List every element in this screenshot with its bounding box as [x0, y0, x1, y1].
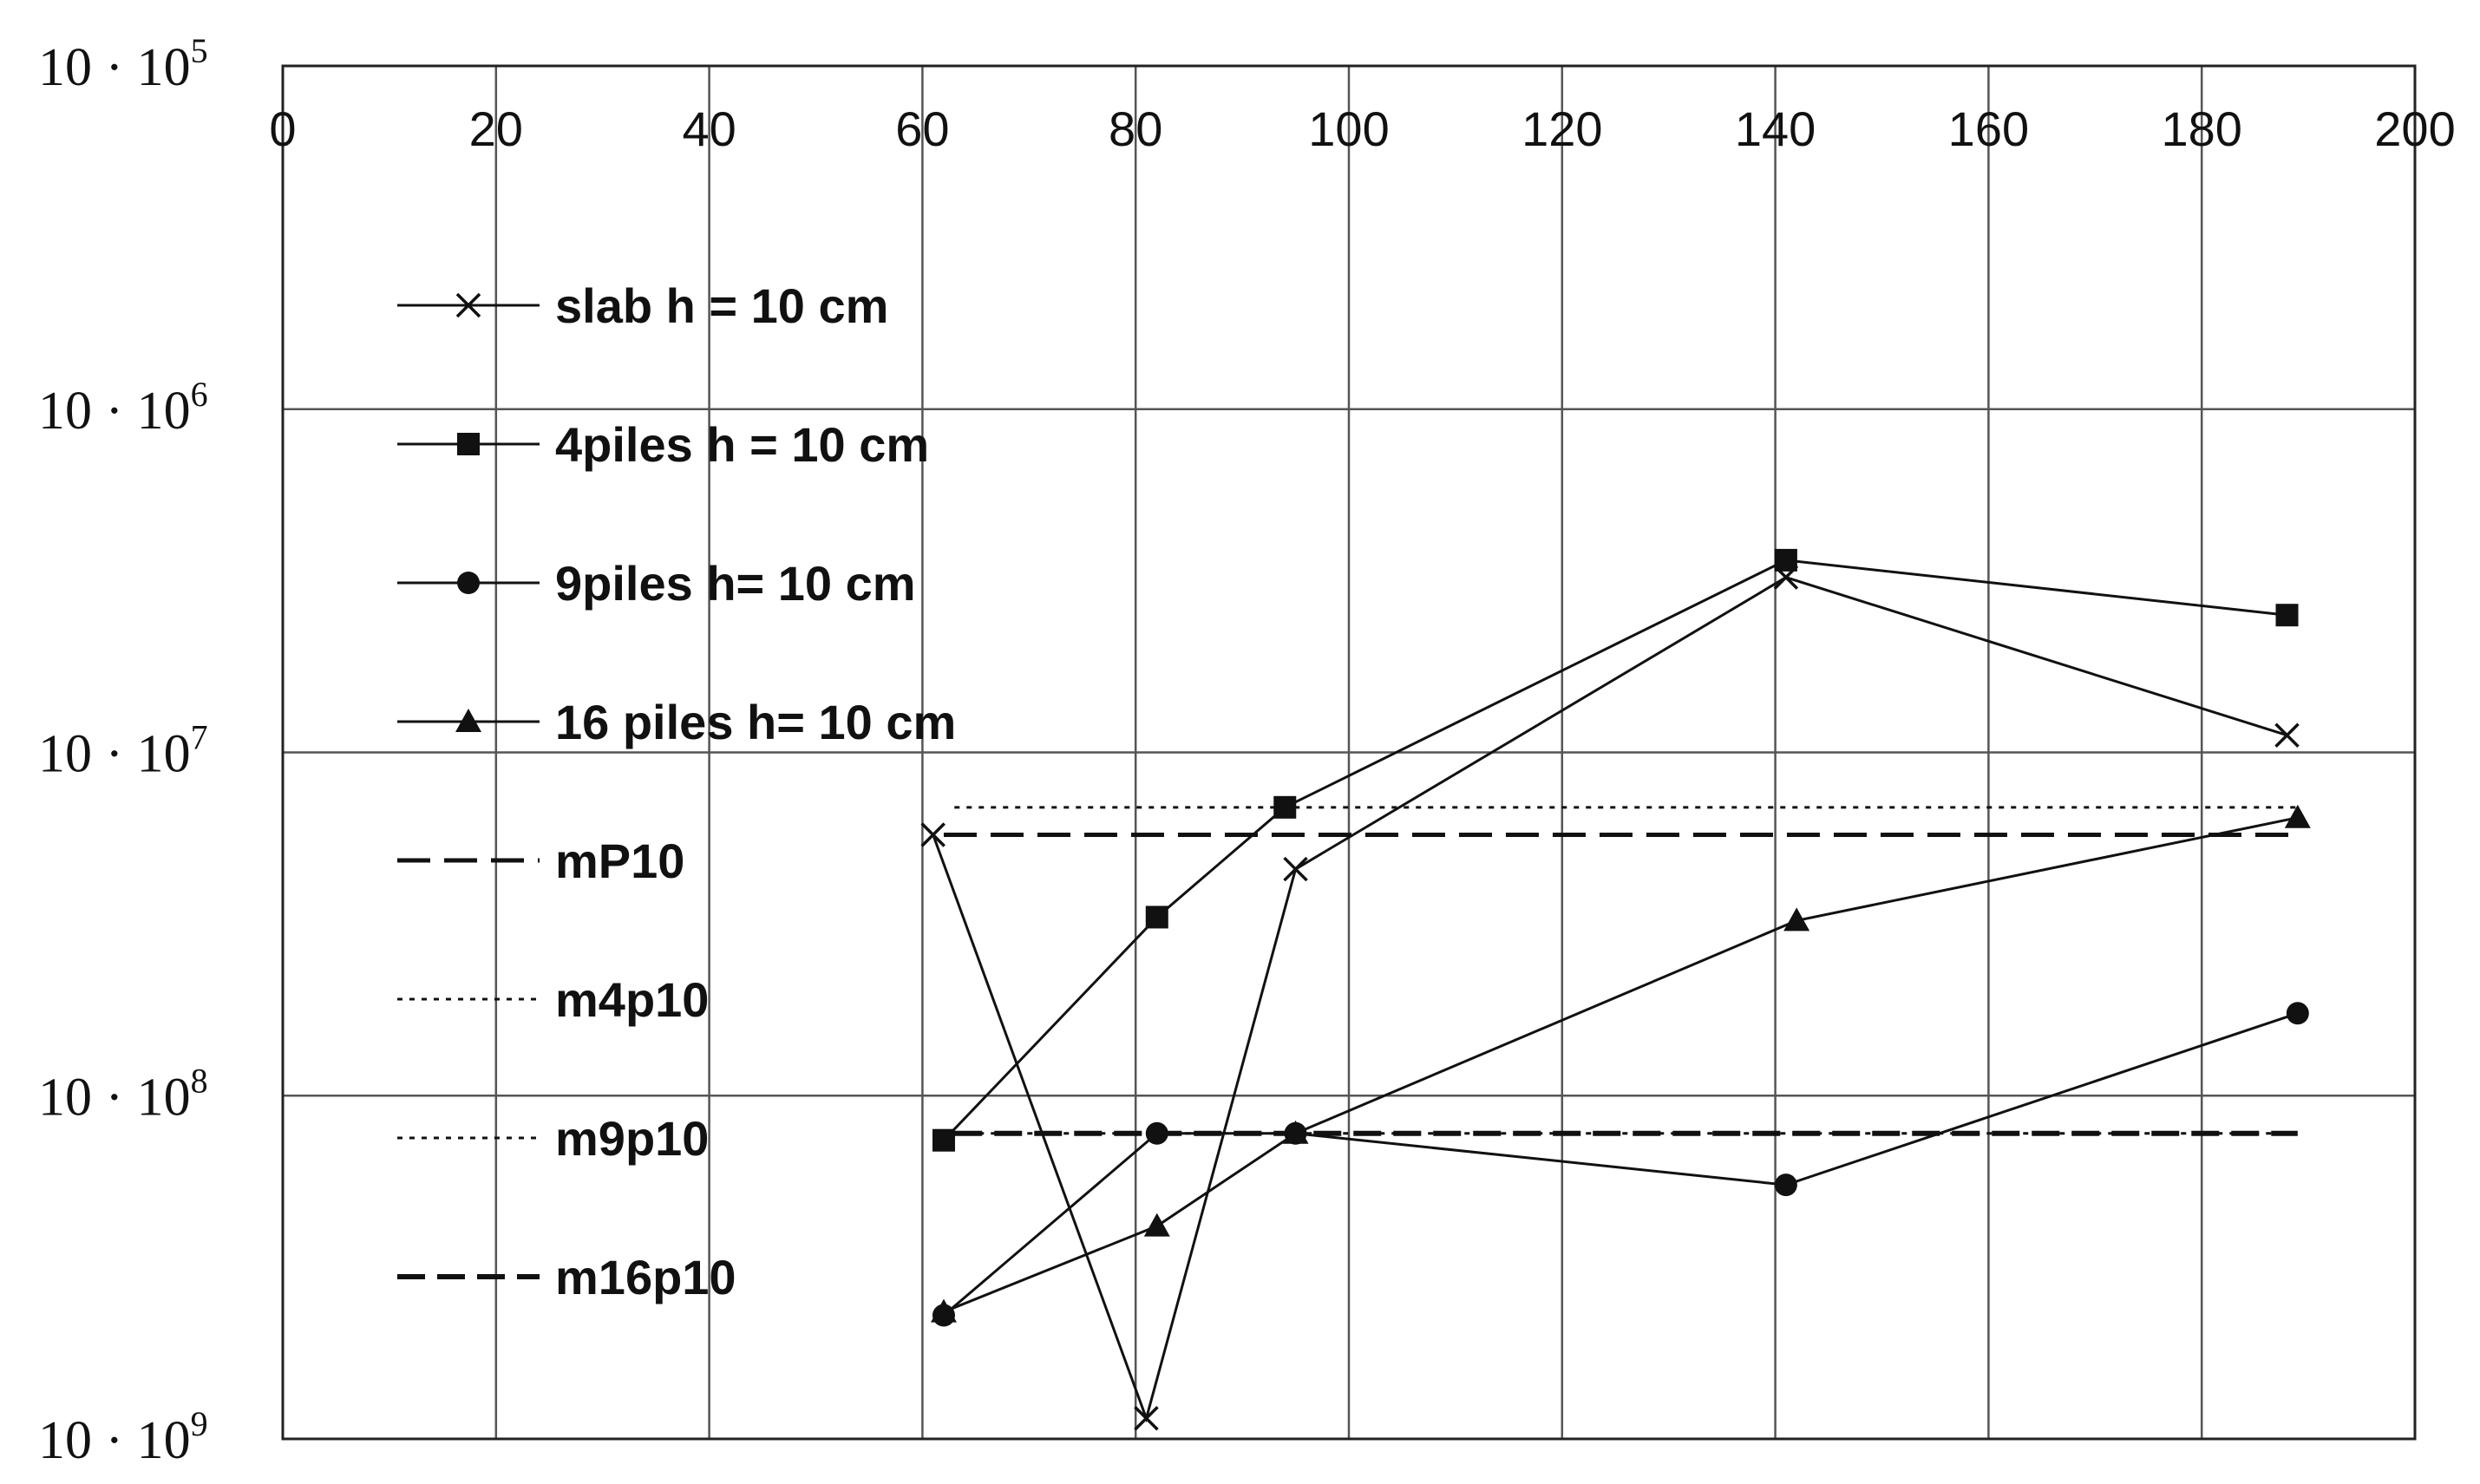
x-tick-label: 100 — [1308, 101, 1389, 156]
data-point-slab-h-10-cm — [1283, 856, 1308, 882]
plot-frame — [281, 64, 2417, 1441]
data-point-16-piles-h-10-cm — [930, 1298, 957, 1323]
legend-marker — [457, 433, 480, 455]
grid-layer — [283, 66, 2415, 1439]
legend-item-m4p10: m4p10 — [397, 972, 709, 1027]
data-point-16-piles-h-10-cm — [2284, 804, 2311, 828]
legend-layer: slab h = 10 cm 4piles h = 10 cm 9piles h= … — [397, 278, 956, 1304]
legend-label: m16p10 — [555, 1250, 736, 1304]
series-16-piles-h-10-cm — [930, 804, 2311, 1323]
legend-label: 9piles h= 10 cm — [555, 556, 916, 611]
data-point-4piles-h-10-cm — [2275, 604, 2299, 627]
x-tick-label: 140 — [1735, 101, 1816, 156]
legend-label: m4p10 — [555, 972, 709, 1027]
legend-label: 16 piles h= 10 cm — [555, 695, 956, 749]
series-4piles-h-10-cm — [932, 548, 2299, 1152]
data-point-16-piles-h-10-cm — [1783, 907, 1810, 932]
data-point-4piles-h-10-cm — [1145, 905, 1168, 929]
data-point-4piles-h-10-cm — [932, 1128, 955, 1152]
legend-item-slab-h-10-cm: slab h = 10 cm — [397, 278, 888, 333]
series-line-9piles-h-10-cm — [943, 1011, 2299, 1317]
x-tick-label: 40 — [682, 101, 736, 156]
series-slab-h-10-cm — [920, 565, 2300, 1431]
series-9piles-h-10-cm — [932, 1002, 2309, 1327]
axis-layer: 0 20 40 60 80 100 120 140 160 180 200 10 · 105 10 · … — [38, 31, 2456, 1470]
x-tick-label: 20 — [469, 101, 523, 156]
legend-marker — [457, 572, 480, 594]
legend-item-4piles-h-10-cm: 4piles h = 10 cm — [397, 417, 929, 472]
data-point-9piles-h-10-cm — [1774, 1173, 1797, 1197]
legend-label: 4piles h = 10 cm — [555, 417, 929, 472]
legend-label: slab h = 10 cm — [555, 278, 888, 333]
data-point-16-piles-h-10-cm — [1143, 1213, 1170, 1237]
x-tick-label: 160 — [1948, 101, 2029, 156]
legend-label: m9p10 — [555, 1111, 709, 1166]
y-tick-label: 10 · 107 — [38, 718, 208, 784]
legend-item-m9p10: m9p10 — [397, 1111, 709, 1166]
y-tick-label: 10 · 108 — [38, 1061, 208, 1127]
x-tick-label: 200 — [2374, 101, 2455, 156]
data-point-4piles-h-10-cm — [1774, 548, 1797, 572]
series-line-16-piles-h-10-cm — [943, 816, 2299, 1313]
data-point-slab-h-10-cm — [920, 822, 946, 847]
series-layer — [920, 548, 2311, 1431]
x-tick-label: 120 — [1521, 101, 1602, 156]
legend-marker — [455, 292, 481, 318]
legend-item-9piles-h-10-cm: 9piles h= 10 cm — [397, 556, 916, 611]
legend-label: mP10 — [555, 834, 684, 888]
data-point-slab-h-10-cm — [2274, 722, 2300, 748]
legend-item-mp10: mP10 — [397, 834, 684, 888]
y-tick-label: 10 · 105 — [38, 31, 208, 97]
legend-item-16-piles-h-10-cm: 16 piles h= 10 cm — [397, 695, 956, 749]
data-point-slab-h-10-cm — [1134, 1406, 1159, 1431]
legend-item-m16p10: m16p10 — [397, 1250, 736, 1304]
data-point-9piles-h-10-cm — [2286, 1002, 2309, 1025]
y-tick-label: 10 · 109 — [38, 1404, 208, 1470]
x-tick-label: 80 — [1109, 101, 1162, 156]
x-tick-label: 0 — [269, 101, 296, 156]
y-tick-label: 10 · 106 — [38, 375, 208, 441]
x-tick-label: 180 — [2161, 101, 2241, 156]
x-tick-label: 60 — [895, 101, 949, 156]
legend-marker — [455, 709, 481, 732]
series-line-4piles-h-10-cm — [942, 559, 2287, 1141]
